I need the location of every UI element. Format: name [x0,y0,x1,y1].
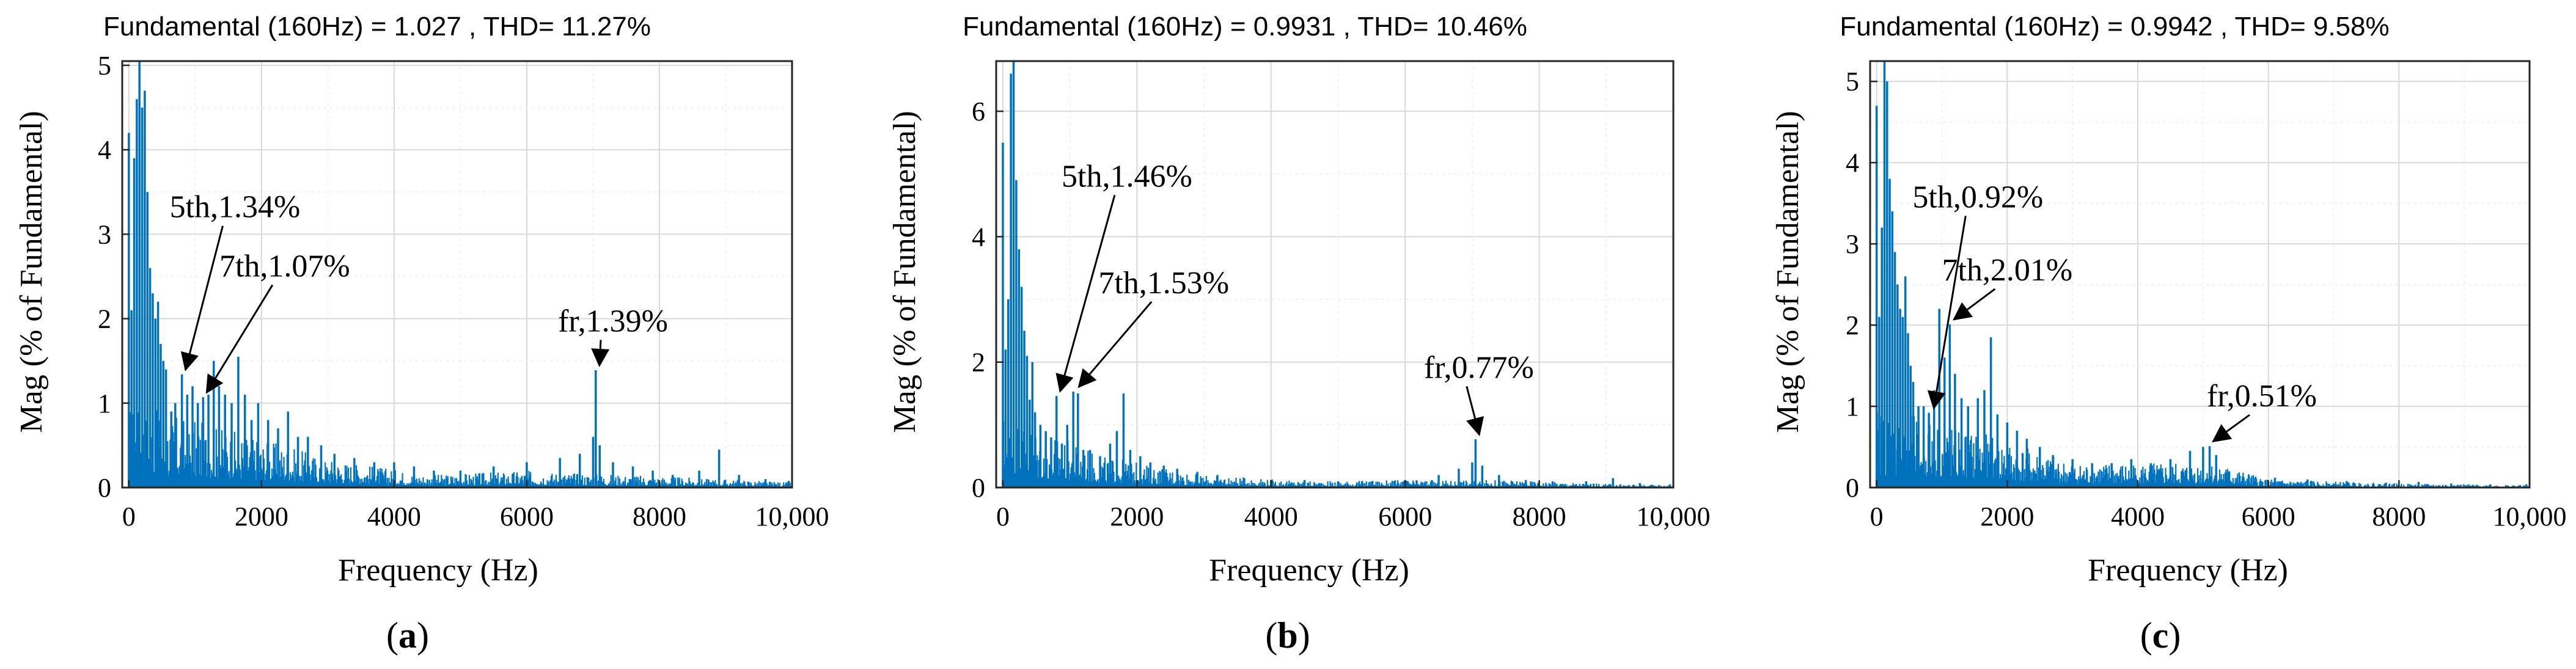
harmonic-annotations: 5th,1.46% 7th,1.53% fr,0.77% [1055,159,1534,436]
x-tick-label: 2000 [1110,502,1164,532]
annotation-arrow [1077,301,1153,389]
x-tick-label: 4000 [2111,502,2165,532]
annotation-label: 7th,1.07% [219,249,350,283]
y-tick-label: 1 [1846,392,1859,422]
annotation-label: 5th,1.46% [1062,159,1192,194]
y-tick-label: 2 [1846,310,1859,340]
panel-label: (c) [2140,615,2181,656]
annotation-arrow [1952,288,1996,321]
annotation-label: 5th,0.92% [1912,180,2043,214]
axis-ticks: 0 2000 4000 6000 8000 10,000 0 2 4 6 [972,97,1711,532]
grid [996,61,1674,488]
x-tick-label: 2000 [235,502,288,532]
chart-title: Fundamental (160Hz) = 0.9942 , THD= 9.58… [1840,12,2389,42]
panel-letter: a [398,615,417,656]
x-tick-label: 0 [1870,502,1884,532]
annotation-arrow [1927,216,1967,410]
y-tick-label: 0 [1846,473,1859,503]
annotation-label: fr,0.77% [1424,350,1534,385]
annotation-arrow [591,340,610,367]
y-tick-label: 4 [972,222,985,252]
panel-label: (a) [386,615,429,656]
annotation-arrow [205,284,274,394]
y-tick-label: 5 [1846,67,1859,97]
plot-frame [995,60,1675,489]
y-tick-label: 6 [972,97,985,126]
x-tick-label: 10,000 [755,502,829,532]
x-tick-label: 4000 [367,502,421,532]
plot-frame [121,60,793,489]
harmonic-annotations: 5th,1.34% 7th,1.07% fr,1.39% [170,190,668,394]
annotation-arrow [1466,386,1484,436]
panel-letter: c [2152,615,2169,656]
y-tick-label: 3 [1846,229,1859,259]
panel-letter: b [1277,615,1297,656]
y-tick-label: 5 [98,51,111,81]
annotation-arrow [2212,414,2250,442]
x-tick-label: 4000 [1244,502,1298,532]
x-axis-label: Frequency (Hz) [1209,553,1409,588]
x-tick-label: 0 [996,502,1010,532]
y-tick-label: 2 [98,304,111,334]
annotation-label: fr,0.51% [2207,379,2317,414]
x-axis-label: Frequency (Hz) [2088,553,2288,588]
chart-title: Fundamental (160Hz) = 1.027 , THD= 11.27… [103,12,651,42]
panel-label: (b) [1265,615,1310,656]
axis-ticks: 0 2000 4000 6000 8000 10,000 0 1 2 3 4 5 [98,51,829,532]
x-tick-label: 6000 [500,502,554,532]
annotation-label: fr,1.39% [558,304,668,338]
y-tick-label: 0 [98,473,111,503]
x-tick-label: 8000 [1513,502,1566,532]
y-axis-label: Mag (% of Fundamental) [887,111,922,433]
x-axis-label: Frequency (Hz) [338,553,538,588]
chart-panel-c: Fundamental (160Hz) = 0.9942 , THD= 9.58… [1771,12,2567,656]
spectrum-bars [128,61,792,488]
chart-panel-a: Fundamental (160Hz) = 1.027 , THD= 11.27… [14,12,829,656]
y-axis-label: Mag (% of Fundamental) [14,111,49,433]
chart-title: Fundamental (160Hz) = 0.9931 , THD= 10.4… [963,12,1527,42]
plot-frame [1869,60,2531,489]
y-tick-label: 1 [98,389,111,419]
x-tick-label: 10,000 [1637,502,1711,532]
y-tick-label: 0 [972,473,985,503]
y-tick-label: 3 [98,219,111,249]
y-tick-label: 4 [1846,148,1859,178]
annotation-label: 5th,1.34% [170,190,301,225]
annotation-label: 7th,1.53% [1098,266,1229,301]
x-tick-label: 2000 [1980,502,2034,532]
annotation-arrow [180,225,224,371]
x-tick-label: 10,000 [2493,502,2567,532]
x-tick-label: 6000 [1378,502,1432,532]
y-tick-label: 4 [98,135,111,165]
grid [122,61,793,488]
annotation-label: 7th,2.01% [1942,253,2072,288]
annotation-arrow [1055,194,1116,393]
x-tick-label: 8000 [633,502,686,532]
x-tick-label: 6000 [2242,502,2295,532]
spectrum-bars [1002,61,1673,488]
axis-ticks: 0 2000 4000 6000 8000 10,000 0 1 2 3 4 5 [1846,67,2567,532]
y-axis-label: Mag (% of Fundamental) [1771,111,1805,433]
chart-panel-b: Fundamental (160Hz) = 0.9931 , THD= 10.4… [887,12,1711,656]
y-tick-label: 2 [972,348,985,378]
x-tick-label: 0 [122,502,136,532]
x-tick-label: 8000 [2372,502,2426,532]
harmonic-annotations: 5th,0.92% 7th,2.01% fr,0.51% [1912,180,2317,442]
